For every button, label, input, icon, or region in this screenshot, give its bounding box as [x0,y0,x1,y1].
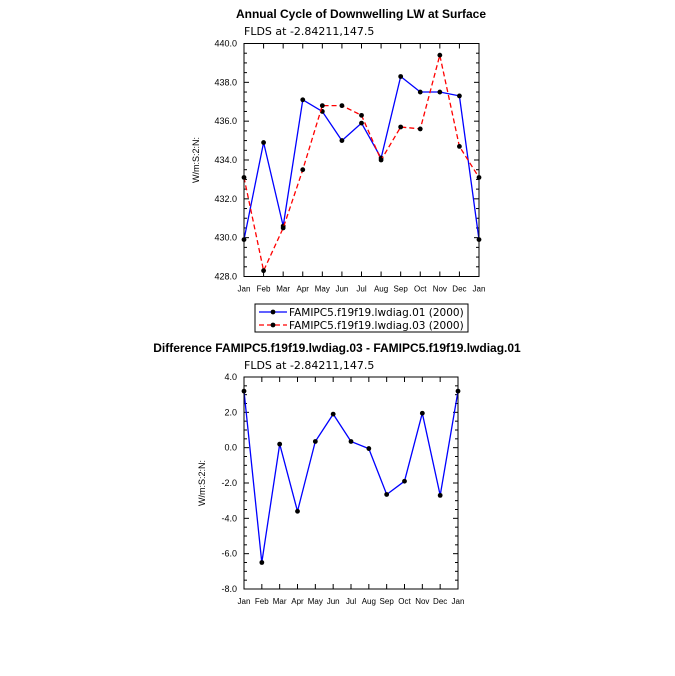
plot-frame [243,376,459,590]
legend-label-series-1: FAMIPC5.f19f19.lwdiag.01 (2000) [289,307,464,319]
difference-panel: Difference FAMIPC5.f19f19.lwdiag.03 - FA… [153,341,521,606]
y-axis-label: W/m:S:2:N: [191,137,201,183]
legend-box [254,303,469,333]
x-tick-label: May [315,285,330,294]
data-point [417,126,423,132]
x-tick-label: Aug [374,285,388,294]
y-tick-label: 440.0 [214,39,237,49]
data-point [419,410,425,416]
data-point [339,138,345,143]
data-point [261,140,266,145]
x-tick-label: Feb [257,285,271,294]
chart-title: Difference FAMIPC5.f19f19.lwdiag.03 - FA… [153,341,521,355]
x-tick-label: Apr [291,597,304,606]
data-point [417,89,423,95]
x-tick-label: Jul [356,285,366,294]
tick-layer: -8.0 -6.0 -4.0 -2.0 0.0 2.0 4.0 Jan Feb Mar Apr May… [221,372,464,606]
data-point [261,268,266,274]
series-line-2 [243,55,480,273]
series-layer [241,388,461,565]
data-point [384,492,390,497]
data-point [330,411,336,417]
data-point [437,89,443,95]
x-tick-label: Jul [346,597,356,606]
y-tick-label: -4.0 [221,513,237,523]
chart-subtitle: FLDS at -2.84211,147.5 [244,25,374,38]
data-point [339,103,345,109]
x-tick-label: Jan [452,597,465,606]
data-point [366,446,372,451]
annual-cycle-panel: Annual Cycle of Downwelling LW at Surfac… [191,7,486,333]
y-tick-label: 2.0 [224,407,237,417]
data-point [280,225,286,231]
y-tick-label: 430.0 [214,233,237,243]
y-tick-label: 4.0 [224,372,237,382]
legend-marker-series-2 [270,322,276,328]
x-tick-label: Jan [238,285,251,294]
y-tick-label: -8.0 [221,584,237,594]
x-tick-label: Dec [433,597,447,606]
data-point [457,144,462,149]
series-line-1 [243,75,480,240]
data-point [437,492,443,498]
x-tick-label: Jun [327,597,340,606]
x-tick-label: Apr [297,285,310,294]
y-tick-label: 432.0 [214,194,237,204]
y-tick-label: -6.0 [221,549,237,559]
x-tick-label: Nov [433,285,447,294]
data-point [295,508,300,514]
x-tick-label: Jan [473,285,486,294]
y-axis-label: W/m:S:2:N: [197,460,207,506]
legend: FAMIPC5.f19f19.lwdiag.01 (2000) FAMIPC5.… [254,303,469,333]
y-tick-label: 434.0 [214,155,237,165]
tick-layer: 428.0 430.0 432.0 434.0 436.0 438.0 440.0 Jan Fe… [214,39,485,294]
chart-title: Annual Cycle of Downwelling LW at Surfac… [236,7,486,21]
y-tick-label: 436.0 [214,116,237,126]
y-tick-label: 438.0 [214,77,237,87]
data-point [319,103,325,109]
y-tick-label: -2.0 [221,478,237,488]
x-tick-label: Nov [415,597,429,606]
data-point [277,441,283,447]
x-tick-label: Sep [394,285,409,294]
x-tick-label: Feb [255,597,269,606]
x-tick-label: May [308,597,323,606]
data-point [398,124,404,130]
y-tick-label: 428.0 [214,272,237,282]
data-point [259,560,265,565]
plot-frame [243,43,480,277]
data-point [300,167,306,173]
data-point [312,439,318,444]
x-tick-label: Oct [398,597,411,606]
data-point [300,97,306,103]
x-tick-label: Oct [414,285,427,294]
data-point [359,112,364,118]
legend-label-series-2: FAMIPC5.f19f19.lwdiag.03 (2000) [289,320,464,332]
x-tick-label: Mar [273,597,287,606]
x-tick-label: Jun [335,285,348,294]
data-point [402,478,407,484]
x-tick-label: Jan [238,597,251,606]
data-point [378,157,384,163]
data-point [348,439,354,444]
data-point [457,93,462,99]
data-point [359,120,364,126]
x-tick-label: Dec [452,285,466,294]
data-point [437,52,443,58]
y-tick-label: 0.0 [224,443,237,453]
series-layer [241,52,482,274]
data-point [398,74,404,79]
x-tick-label: Mar [276,285,290,294]
x-tick-label: Aug [362,597,376,606]
chart-subtitle: FLDS at -2.84211,147.5 [244,359,374,372]
series-line-1 [243,390,459,563]
x-tick-label: Sep [380,597,395,606]
legend-marker-series-1 [270,309,276,315]
